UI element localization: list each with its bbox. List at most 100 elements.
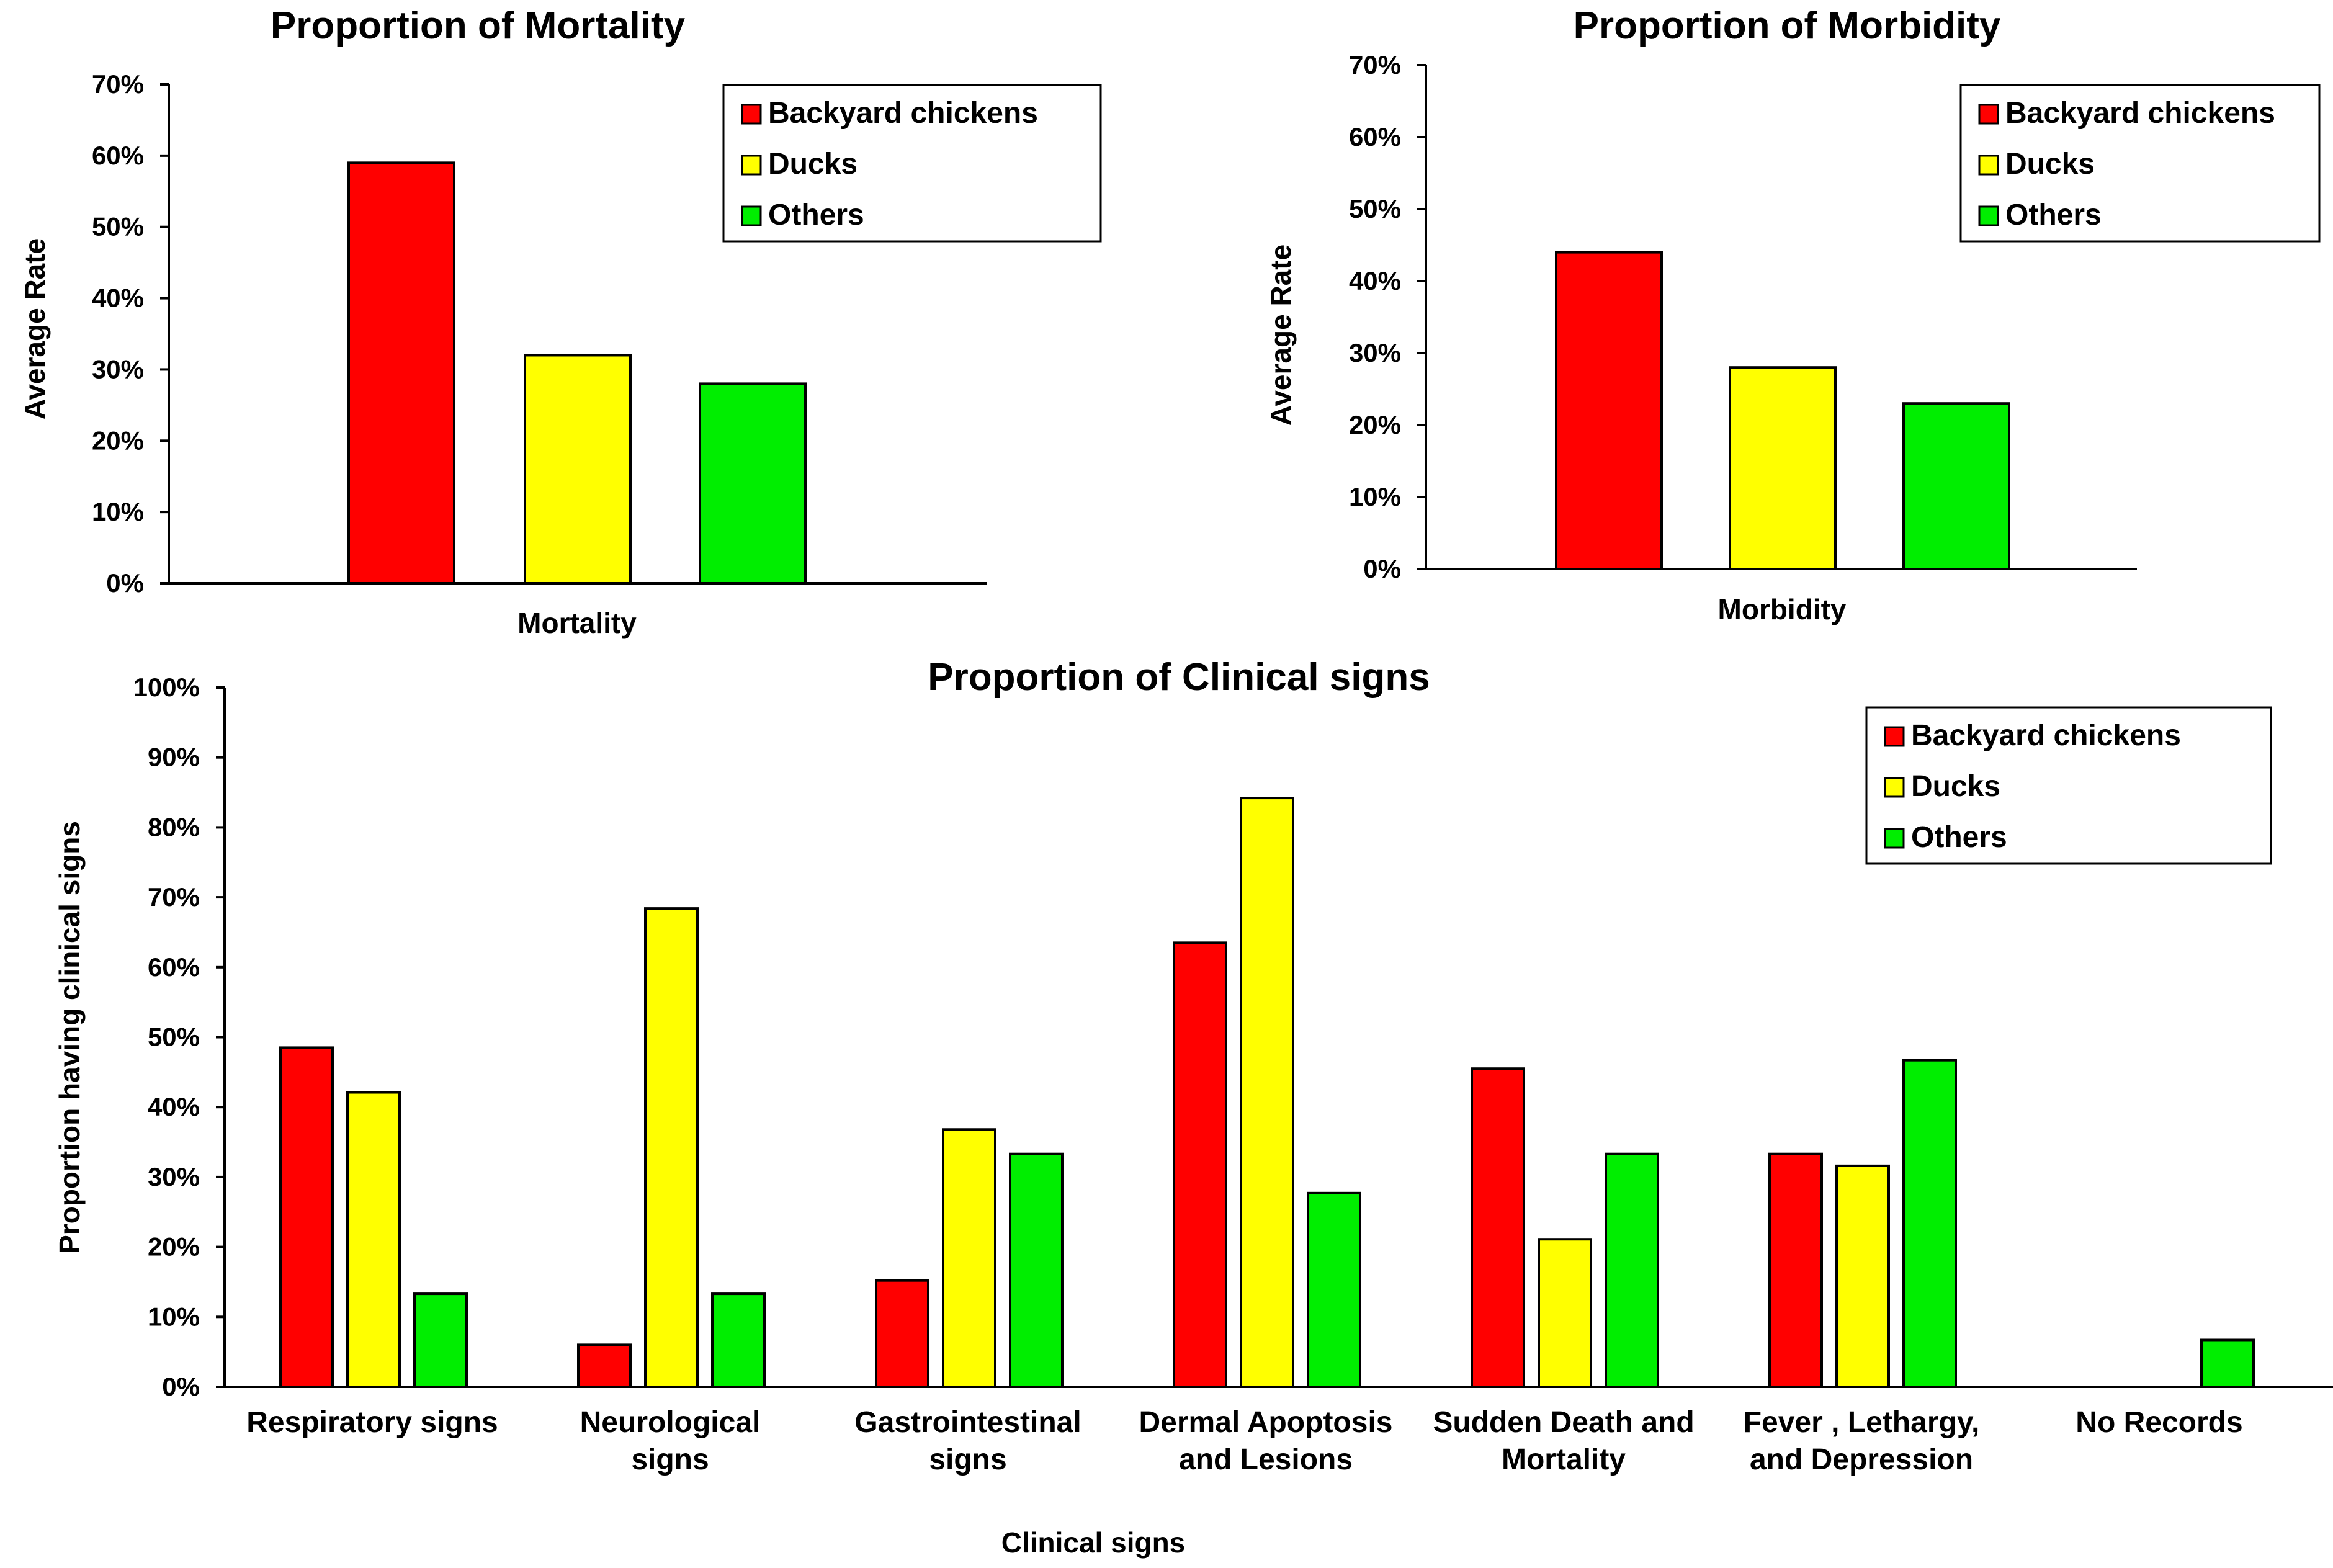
clinical-ytick-label: 70% bbox=[148, 882, 200, 912]
morbidity-legend: Backyard chickens Ducks Others bbox=[1959, 84, 2321, 243]
clinical-bar-backyard-chickens bbox=[279, 1046, 334, 1388]
clinical-category-label: No Records bbox=[2076, 1406, 2242, 1439]
morbidity-bar-others bbox=[1902, 402, 2010, 570]
clinical-xlabel: Clinical signs bbox=[1001, 1526, 1186, 1559]
clinical-bar-others bbox=[2200, 1338, 2255, 1388]
clinical-chart: Proportion of Clinical signs 0% 10% 20% 30% 4… bbox=[53, 656, 2333, 1559]
clinical-bar-others bbox=[1605, 1152, 1659, 1388]
clinical-ytick-label: 30% bbox=[148, 1162, 200, 1191]
clinical-legend-box bbox=[1865, 706, 2272, 865]
mortality-legend-box bbox=[722, 84, 1102, 243]
clinical-legend-label-ducks: Ducks bbox=[1911, 770, 2000, 803]
clinical-category-line: Respiratory signs bbox=[246, 1406, 498, 1439]
morbidity-legend-box bbox=[1959, 84, 2321, 243]
mortality-ytick-label: 10% bbox=[92, 497, 144, 526]
mortality-bar-ducks bbox=[524, 354, 632, 585]
clinical-category-line: and Depression bbox=[1750, 1443, 1973, 1476]
morbidity-legend-swatch-backyard-chickens bbox=[1978, 104, 1999, 125]
clinical-category-line: Neurological bbox=[580, 1406, 761, 1439]
morbidity-xlabel: Morbidity bbox=[1718, 593, 1847, 625]
morbidity-ytick-label: 30% bbox=[1349, 338, 1401, 367]
mortality-ytick-label: 70% bbox=[92, 69, 144, 99]
morbidity-legend-label-ducks: Ducks bbox=[2005, 148, 2095, 181]
morbidity-ytick-label: 40% bbox=[1349, 266, 1401, 295]
morbidity-ytick-label: 0% bbox=[1363, 554, 1401, 583]
clinical-ytick-label: 100% bbox=[133, 673, 200, 702]
clinical-bar-others bbox=[413, 1292, 468, 1388]
clinical-title: Proportion of Clinical signs bbox=[928, 656, 1430, 699]
clinical-bar-backyard-chickens bbox=[577, 1343, 632, 1388]
morbidity-bar-backyard-chickens bbox=[1555, 251, 1663, 570]
clinical-legend-label-others: Others bbox=[1911, 821, 2007, 854]
clinical-legend-swatch-backyard-chickens bbox=[1884, 726, 1905, 747]
clinical-ytick-label: 60% bbox=[148, 952, 200, 982]
clinical-bar-ducks bbox=[1240, 797, 1294, 1389]
mortality-ytick-label: 20% bbox=[92, 426, 144, 455]
clinical-ytick-label: 10% bbox=[148, 1302, 200, 1331]
clinical-bar-backyard-chickens bbox=[1768, 1152, 1823, 1388]
morbidity-title: Proportion of Morbidity bbox=[1574, 4, 2001, 47]
mortality-legend-swatch-ducks bbox=[741, 155, 762, 176]
clinical-ytick-label: 50% bbox=[148, 1023, 200, 1052]
morbidity-chart: Proportion of Morbidity 0% 10% 20% 30% 40% 50%… bbox=[1265, 4, 2321, 625]
mortality-ylabel: Average Rate bbox=[19, 238, 51, 419]
clinical-ytick-label: 40% bbox=[148, 1092, 200, 1121]
mortality-ytick-label: 30% bbox=[92, 354, 144, 383]
morbidity-legend-label-others: Others bbox=[2005, 199, 2102, 231]
mortality-xlabel: Mortality bbox=[517, 607, 637, 639]
clinical-category-line: Gastrointestinal bbox=[854, 1406, 1081, 1439]
clinical-bar-others bbox=[711, 1292, 766, 1388]
morbidity-legend-label-backyard-chickens: Backyard chickens bbox=[2005, 97, 2275, 130]
clinical-category-line: and Lesions bbox=[1179, 1443, 1353, 1476]
mortality-ytick-label: 50% bbox=[92, 212, 144, 241]
clinical-bar-ducks bbox=[1538, 1238, 1592, 1388]
morbidity-bar-ducks bbox=[1729, 366, 1837, 570]
clinical-legend-swatch-ducks bbox=[1884, 777, 1905, 798]
clinical-bar-backyard-chickens bbox=[875, 1279, 929, 1389]
clinical-bar-backyard-chickens bbox=[1173, 941, 1227, 1388]
morbidity-ytick-label: 70% bbox=[1349, 50, 1401, 79]
clinical-category-line: signs bbox=[631, 1443, 709, 1476]
clinical-ytick-label: 20% bbox=[148, 1232, 200, 1261]
clinical-category-line: signs bbox=[929, 1443, 1006, 1476]
clinical-category-label: Sudden Death and Mortality bbox=[1433, 1406, 1694, 1476]
clinical-category-line: Mortality bbox=[1502, 1443, 1626, 1476]
clinical-category-label: Fever , Lethargy, and Depression bbox=[1744, 1406, 1980, 1476]
mortality-legend: Backyard chickens Ducks Others bbox=[722, 84, 1102, 243]
morbidity-legend-swatch-others bbox=[1978, 205, 1999, 226]
clinical-bar-others bbox=[1307, 1191, 1361, 1389]
morbidity-ytick-label: 60% bbox=[1349, 122, 1401, 151]
clinical-category-line: Fever , Lethargy, bbox=[1744, 1406, 1980, 1439]
clinical-category-label: Respiratory signs bbox=[246, 1406, 498, 1439]
clinical-bar-others bbox=[1009, 1152, 1064, 1388]
clinical-category-label: Neurological signs bbox=[580, 1406, 761, 1476]
morbidity-ytick-label: 20% bbox=[1349, 410, 1401, 439]
mortality-legend-label-backyard-chickens: Backyard chickens bbox=[768, 97, 1038, 130]
clinical-bar-ducks bbox=[942, 1128, 996, 1389]
mortality-chart: Proportion of Mortality 0% 10% 20% 30% 40% 50%… bbox=[19, 4, 1102, 639]
clinical-bar-ducks bbox=[644, 907, 699, 1388]
morbidity-legend-swatch-ducks bbox=[1978, 155, 1999, 176]
clinical-category-line: No Records bbox=[2076, 1406, 2242, 1439]
clinical-legend: Backyard chickens Ducks Others bbox=[1865, 706, 2272, 865]
clinical-ytick-label: 0% bbox=[162, 1372, 200, 1401]
clinical-category-line: Dermal Apoptosis bbox=[1139, 1406, 1393, 1439]
mortality-bar-backyard-chickens bbox=[347, 161, 455, 585]
mortality-title: Proportion of Mortality bbox=[271, 4, 686, 47]
clinical-ylabel: Proportion having clinical signs bbox=[53, 821, 86, 1254]
mortality-legend-swatch-backyard-chickens bbox=[741, 104, 762, 125]
clinical-ytick-label: 80% bbox=[148, 812, 200, 841]
morbidity-ytick-label: 50% bbox=[1349, 194, 1401, 223]
clinical-bar-backyard-chickens bbox=[1471, 1067, 1525, 1388]
mortality-bar-others bbox=[699, 382, 807, 585]
mortality-ytick-label: 60% bbox=[92, 141, 144, 170]
clinical-category-line: Sudden Death and bbox=[1433, 1406, 1694, 1439]
clinical-category-label: Dermal Apoptosis and Lesions bbox=[1139, 1406, 1393, 1476]
clinical-ytick-label: 90% bbox=[148, 743, 200, 772]
mortality-legend-label-others: Others bbox=[768, 199, 864, 231]
clinical-bar-ducks bbox=[1835, 1164, 1890, 1389]
mortality-ytick-label: 40% bbox=[92, 284, 144, 313]
clinical-legend-label-backyard-chickens: Backyard chickens bbox=[1911, 719, 2181, 752]
clinical-legend-swatch-others bbox=[1884, 828, 1905, 849]
